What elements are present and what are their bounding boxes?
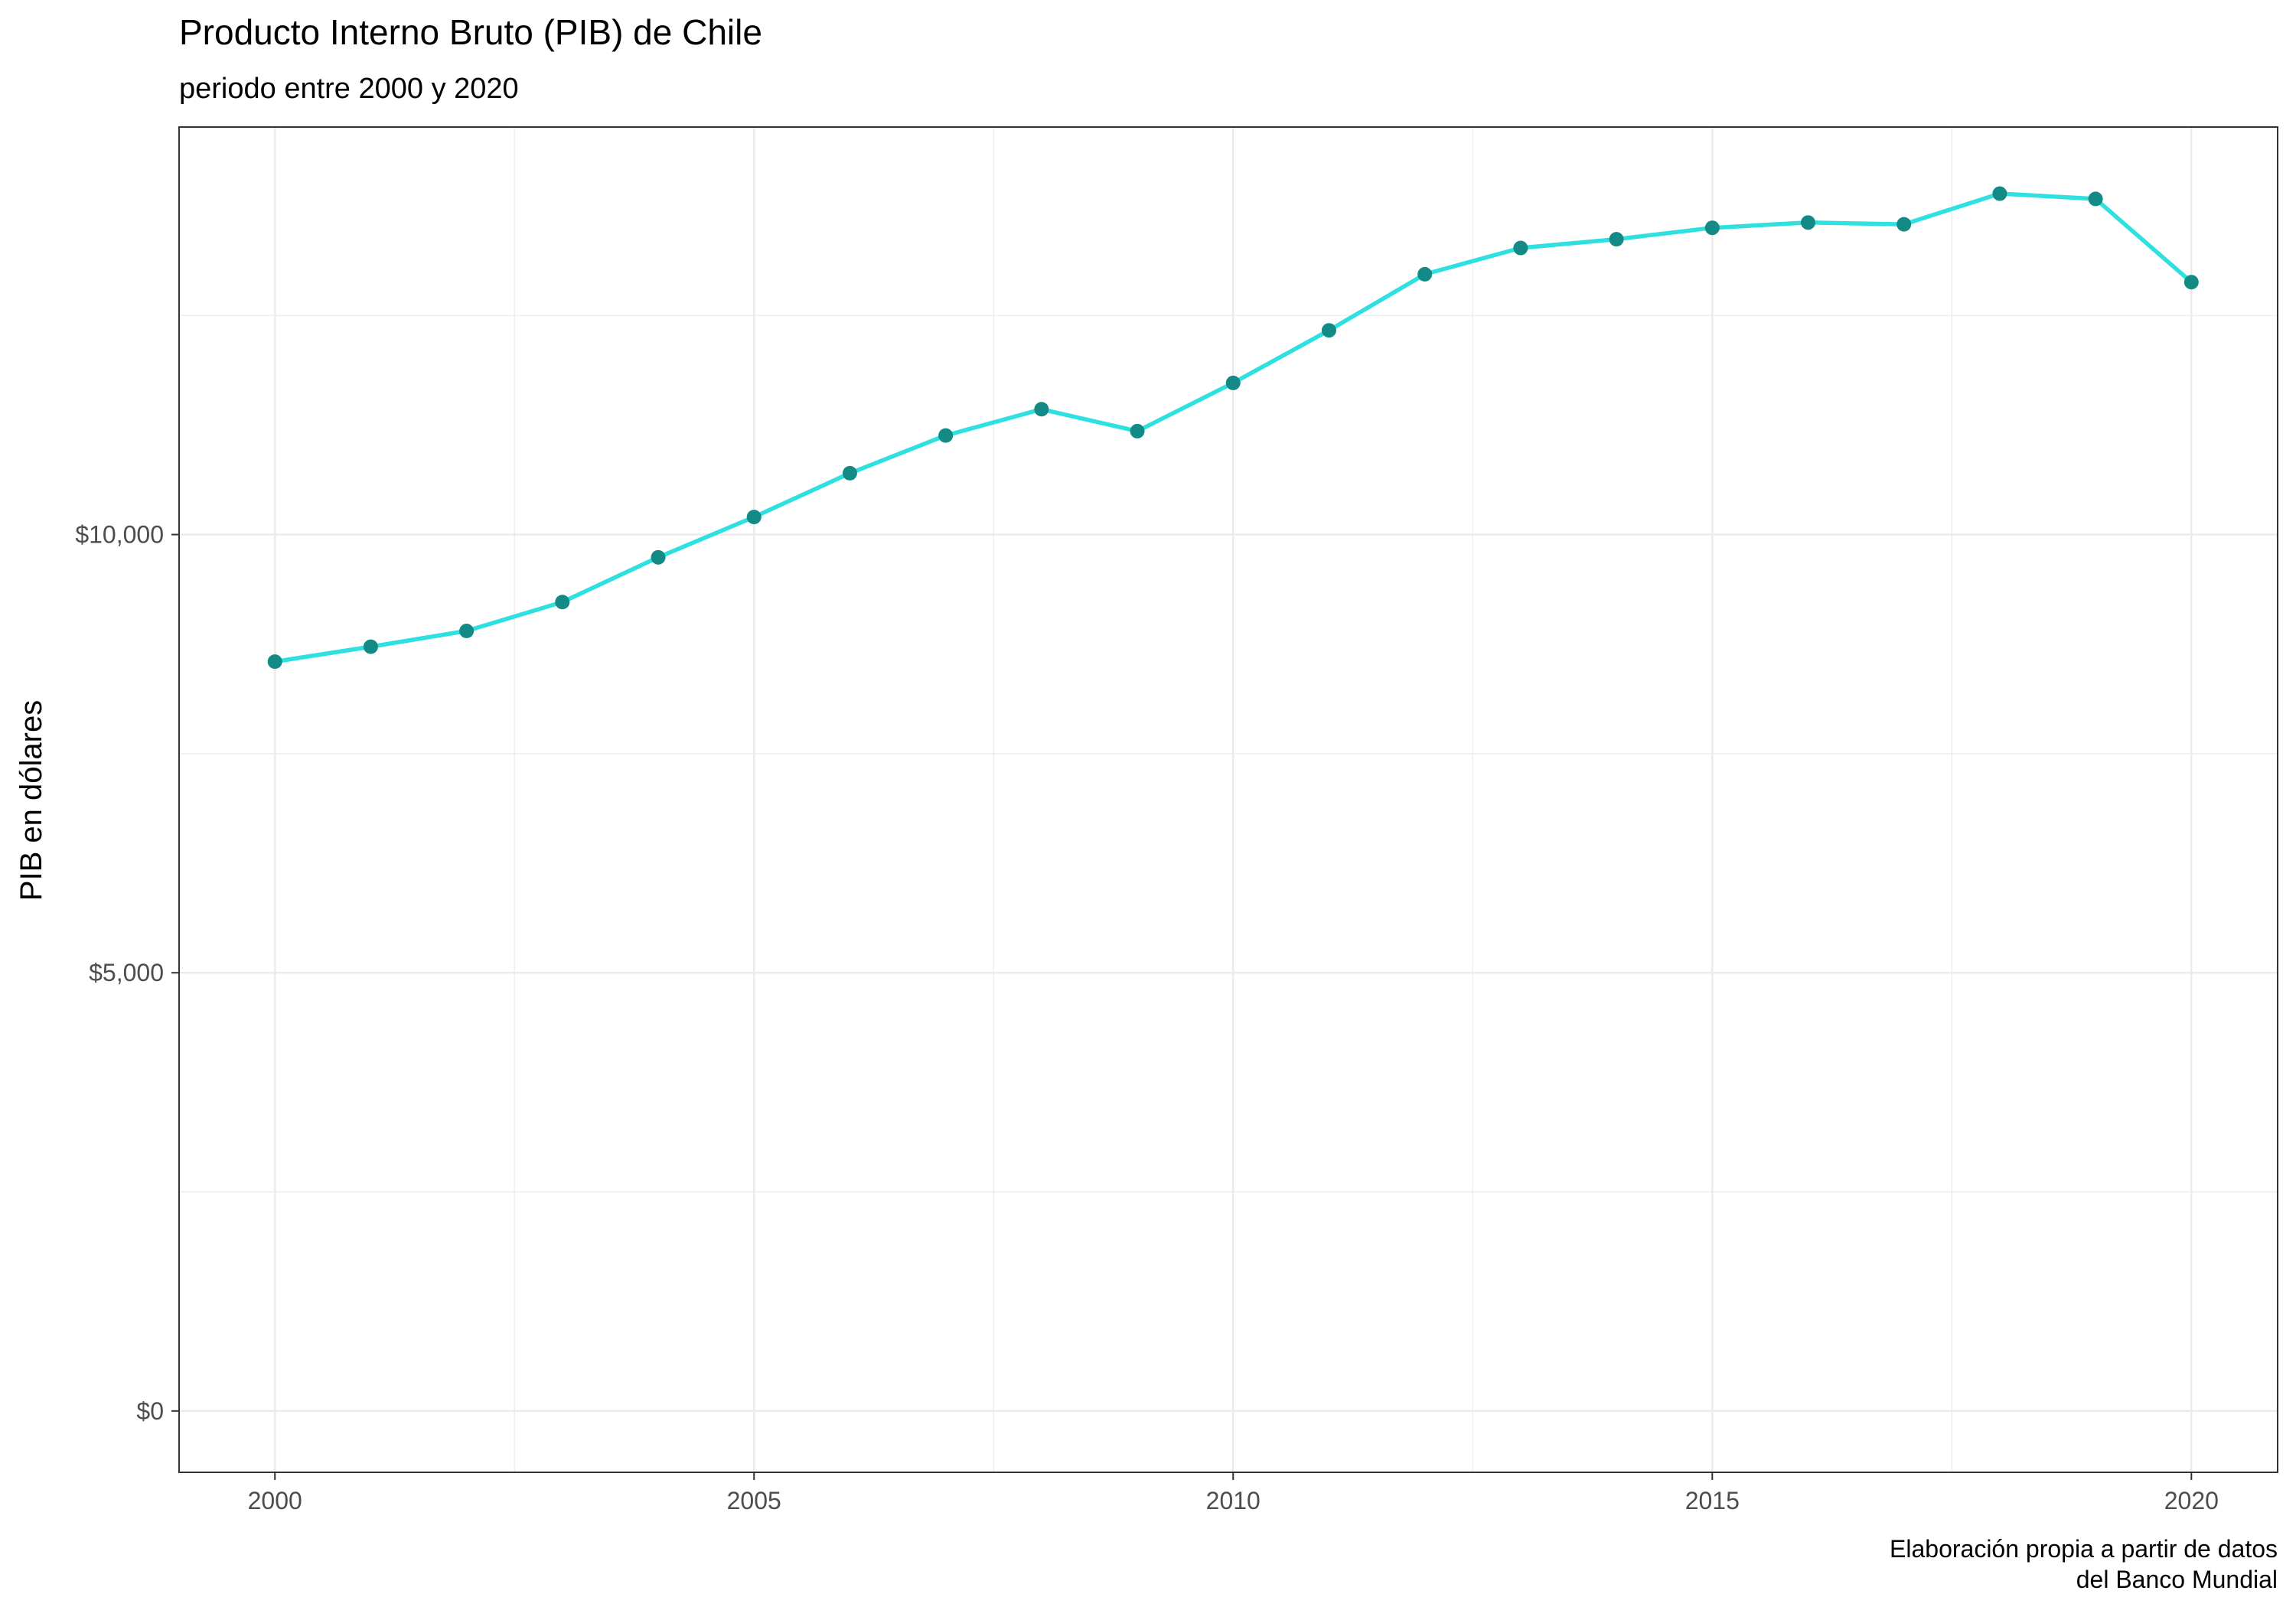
data-point xyxy=(1513,240,1528,256)
major-gridlines xyxy=(179,127,2278,1472)
x-tick-label: 2015 xyxy=(1685,1487,1740,1514)
chart-subtitle: periodo entre 2000 y 2020 xyxy=(179,73,519,105)
data-point xyxy=(459,624,475,639)
series-layer xyxy=(267,186,2199,670)
data-point xyxy=(267,654,282,670)
caption-line-1: Elaboración propia a partir de datos xyxy=(1890,1535,2278,1563)
data-point xyxy=(842,465,857,481)
plot-border xyxy=(178,126,2278,1473)
data-point xyxy=(2088,191,2103,207)
minor-gridlines xyxy=(179,127,2278,1472)
x-tick-label: 2005 xyxy=(727,1487,781,1514)
y-tick-label: $10,000 xyxy=(75,521,164,549)
data-point xyxy=(1130,423,1145,438)
data-point xyxy=(1321,323,1336,338)
y-tick-label: $0 xyxy=(136,1397,164,1425)
y-axis-title: PIB en dólares xyxy=(15,700,48,901)
data-point xyxy=(555,595,570,610)
y-tick-label: $5,000 xyxy=(89,959,164,986)
chart-title: Producto Interno Bruto (PIB) de Chile xyxy=(179,12,762,52)
data-point xyxy=(746,510,762,525)
data-point xyxy=(2183,275,2199,290)
data-point xyxy=(1034,402,1049,417)
data-point xyxy=(1704,220,1720,236)
x-axis: 2000 2005 2010 2015 2020 xyxy=(248,1472,2219,1514)
data-point xyxy=(1609,232,1624,247)
x-tick-label: 2010 xyxy=(1206,1487,1261,1514)
x-tick-label: 2000 xyxy=(248,1487,302,1514)
data-point xyxy=(1417,266,1433,282)
data-point xyxy=(938,428,954,443)
y-axis: $0 $5,000 $10,000 xyxy=(75,521,179,1425)
data-point xyxy=(1800,215,1815,230)
data-point xyxy=(363,639,378,654)
data-point xyxy=(1225,375,1241,390)
data-point xyxy=(1896,217,1912,232)
data-point xyxy=(1992,186,2007,201)
data-point xyxy=(651,549,666,565)
x-tick-label: 2020 xyxy=(2164,1487,2219,1514)
caption-line-2: del Banco Mundial xyxy=(2076,1566,2278,1593)
